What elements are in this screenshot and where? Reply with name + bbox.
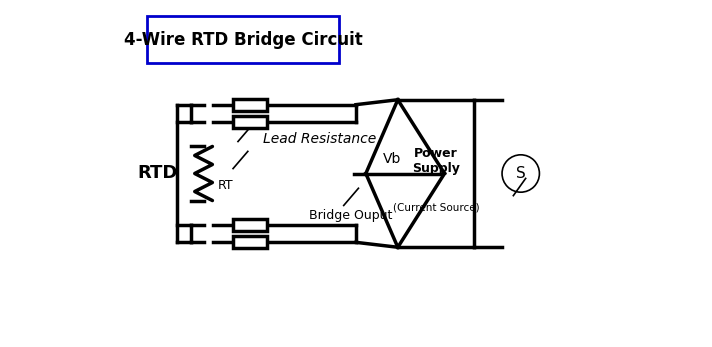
- Text: RT: RT: [217, 179, 233, 192]
- Text: Bridge Ouput: Bridge Ouput: [309, 209, 392, 222]
- Text: RTD: RTD: [137, 164, 177, 183]
- Text: 4-Wire RTD Bridge Circuit: 4-Wire RTD Bridge Circuit: [123, 31, 362, 49]
- FancyBboxPatch shape: [233, 99, 268, 111]
- FancyBboxPatch shape: [233, 219, 268, 231]
- Text: Vb: Vb: [383, 152, 402, 166]
- FancyBboxPatch shape: [147, 16, 339, 63]
- Text: S: S: [516, 166, 525, 181]
- FancyBboxPatch shape: [233, 236, 268, 248]
- Text: Power
Supply: Power Supply: [412, 147, 460, 175]
- FancyBboxPatch shape: [233, 116, 268, 128]
- Text: (Current Source): (Current Source): [392, 203, 479, 213]
- Text: Lead Resistance: Lead Resistance: [263, 132, 376, 146]
